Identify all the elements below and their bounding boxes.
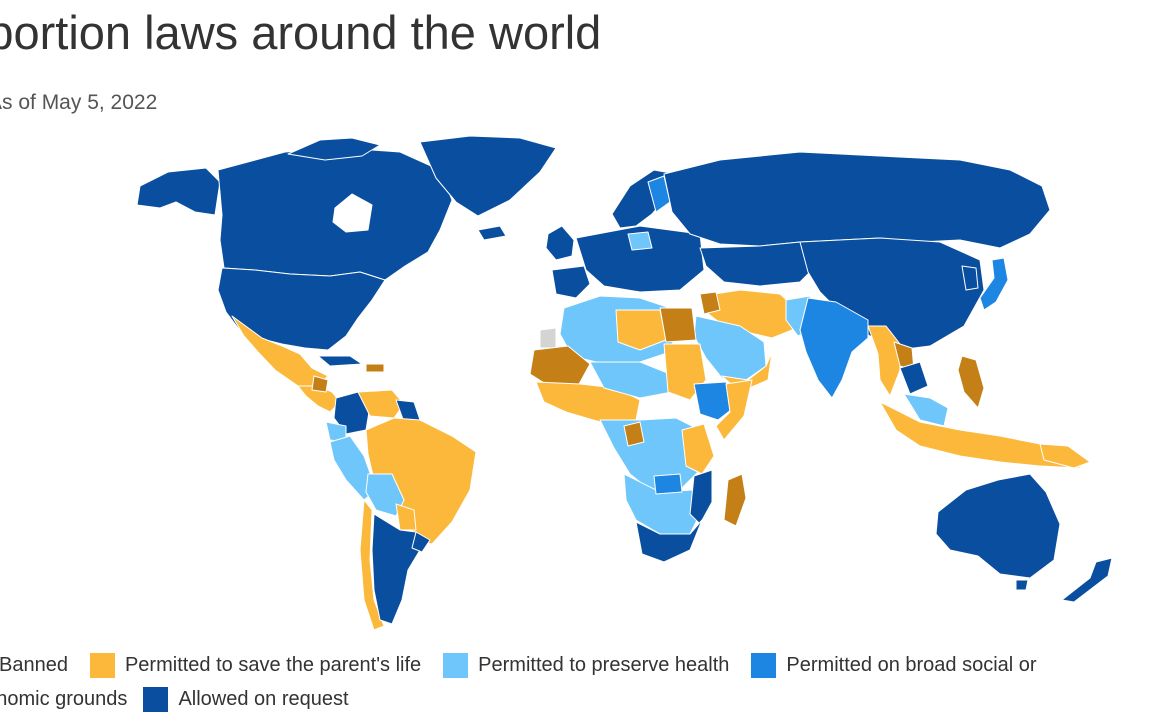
region-paraguay <box>395 503 417 531</box>
legend-swatch <box>89 652 115 678</box>
region-poland <box>627 231 653 251</box>
region-western-europe <box>575 225 705 293</box>
legend-label: Permitted to save the parent's life <box>124 654 422 676</box>
region-indonesia <box>879 401 1081 469</box>
legend-item-broad-social: Permitted on broad social or <box>751 651 1037 679</box>
region-bolivia <box>365 473 405 517</box>
region-zambia <box>653 473 683 495</box>
legend-item-banned: Banned <box>0 651 68 679</box>
region-australia <box>935 473 1061 579</box>
region-ethiopia <box>693 381 737 421</box>
region-philippines <box>957 355 985 409</box>
region-central-asia <box>699 241 821 287</box>
region-somalia <box>715 379 753 441</box>
legend-label-continued: economic grounds <box>0 688 128 710</box>
legend-swatch <box>143 686 169 712</box>
region-uk-ireland <box>545 225 575 261</box>
region-central-africa <box>599 417 701 491</box>
legend-row: Banned Permitted to save the parent's li… <box>0 650 1059 680</box>
region-tasmania <box>1015 579 1029 591</box>
region-mozambique <box>689 469 713 525</box>
chart-subtitle: As of May 5, 2022 <box>0 91 158 114</box>
region-papua-new-guinea <box>1039 443 1091 469</box>
region-madagascar <box>723 473 747 527</box>
region-western-sahara <box>539 327 557 349</box>
region-alaska <box>136 167 221 216</box>
region-argentina <box>371 513 421 625</box>
legend-swatch <box>751 652 777 678</box>
region-usa <box>217 267 386 351</box>
region-india <box>799 297 869 399</box>
legend-label: Allowed on request <box>178 688 349 710</box>
region-congo <box>623 421 645 447</box>
region-iberia <box>551 265 591 299</box>
chart-title: Abortion laws around the world <box>0 6 602 59</box>
region-korea <box>961 265 979 291</box>
region-iraq <box>699 291 721 315</box>
legend-item-preserve-health: Permitted to preserve health <box>443 651 729 679</box>
region-egypt <box>659 307 697 343</box>
region-russia <box>663 151 1051 249</box>
legend-row: economic grounds Allowed on request <box>0 684 371 714</box>
region-chile <box>359 499 385 631</box>
region-hispaniola <box>365 363 385 373</box>
legend-label-part1: Permitted on broad social or <box>786 654 1037 676</box>
region-vietnam-cambodia <box>899 361 929 395</box>
legend-label: Permitted to preserve health <box>478 654 730 676</box>
region-china-mongolia <box>799 237 985 351</box>
region-libya <box>615 309 667 351</box>
region-canada-islands <box>287 137 381 161</box>
region-japan <box>979 257 1009 311</box>
legend-swatch <box>443 652 469 678</box>
region-greenland <box>419 135 557 217</box>
legend-item-save-life: Permitted to save the parent's life <box>89 651 422 679</box>
region-east-africa <box>681 423 715 475</box>
region-cuba <box>317 355 363 367</box>
region-iceland <box>477 225 507 241</box>
world-map <box>136 135 1113 631</box>
region-uruguay <box>411 531 431 553</box>
legend-item-on-request: Allowed on request <box>143 685 349 713</box>
region-myanmar-thailand <box>867 325 901 397</box>
region-hudson-bay <box>332 193 373 233</box>
region-nicaragua <box>311 375 329 393</box>
legend-label: Banned <box>0 654 68 676</box>
region-south-africa <box>635 519 703 563</box>
region-new-zealand <box>1061 557 1113 603</box>
region-venezuela <box>357 389 405 419</box>
region-malaysia <box>903 393 949 427</box>
